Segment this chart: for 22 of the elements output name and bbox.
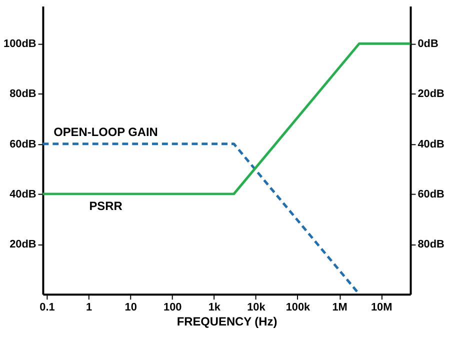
x-tick-label: 1: [86, 302, 92, 314]
y2-tick-label: 60dB: [418, 188, 445, 200]
x-tick-label: 0.1: [40, 302, 55, 314]
y-tick-label: 80dB: [10, 88, 36, 100]
series-label: PSRR: [89, 198, 123, 213]
x-tick-label: 10M: [370, 302, 392, 314]
x-tick-label: 100: [164, 302, 182, 314]
x-tick-label: 1M: [332, 302, 348, 314]
y2-tick-label: 80dB: [418, 238, 445, 251]
x-tick-label: 100k: [286, 302, 312, 314]
y2-tick-label: 20dB: [418, 88, 445, 100]
y2-tick-label: 40dB: [418, 138, 445, 150]
y-tick-label: 100dB: [4, 38, 36, 50]
x-tick-label: 1k: [208, 302, 222, 314]
y-tick-label: 20dB: [10, 238, 36, 251]
x-tick-label: 10: [124, 302, 137, 314]
y-tick-label: 60dB: [10, 138, 36, 150]
y2-tick-label: 0dB: [418, 38, 438, 50]
x-tick-label: 10k: [247, 302, 266, 314]
y-tick-label: 40dB: [10, 188, 36, 200]
x-axis-title: FREQUENCY (Hz): [176, 314, 278, 328]
series-label: OPEN-LOOP GAIN: [54, 124, 158, 139]
